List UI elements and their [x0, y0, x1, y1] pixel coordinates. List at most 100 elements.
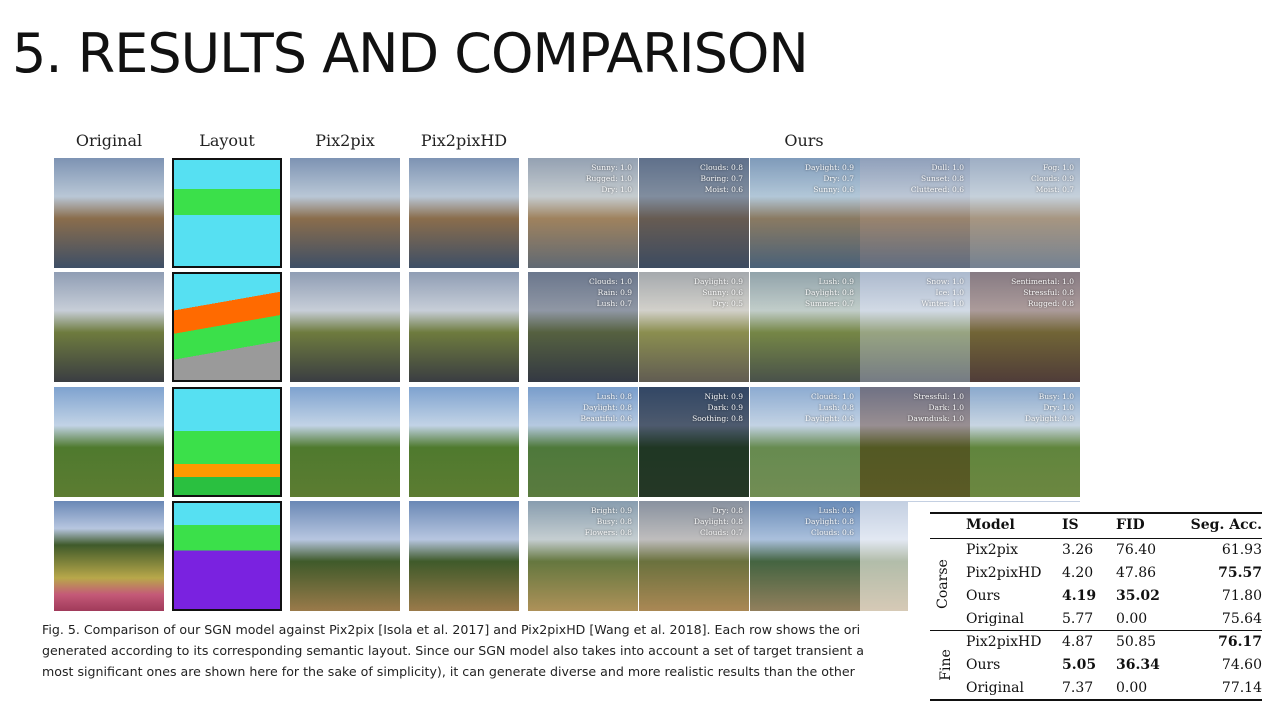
image-tint [750, 387, 860, 497]
attribute-tag: Daylight: 0.9 [693, 277, 743, 286]
attribute-tag: Dark: 1.0 [928, 403, 964, 412]
attribute-tag: Daylight: 0.8 [693, 517, 743, 526]
cell-fid: 0.00 [1116, 679, 1148, 696]
ours-image: Lush: 0.9 Daylight: 0.8 Summer: 0.7 [750, 272, 860, 382]
original-image [54, 387, 164, 497]
attribute-tag: Daylight: 0.8 [804, 517, 854, 526]
pix2pix-image [290, 158, 400, 268]
semantic-layout-image [172, 501, 282, 611]
image-tint [528, 387, 638, 497]
header-is: IS [1062, 517, 1079, 533]
table-top-rule [930, 512, 1262, 514]
attribute-tag: Winter: 1.0 [921, 299, 964, 308]
image-tint [970, 272, 1080, 382]
ours-image: Fog: 1.0 Clouds: 0.9 Moist: 0.7 [970, 158, 1080, 268]
table-bottom-rule [930, 699, 1262, 701]
attribute-tag: Fog: 1.0 [1043, 163, 1074, 172]
group-spacer [930, 653, 966, 676]
attribute-tag: Sunny: 0.6 [702, 288, 743, 297]
original-image [54, 272, 164, 382]
image-tint [860, 387, 970, 497]
attribute-tag: Dry: 1.0 [1043, 403, 1074, 412]
ours-image: Snow: 1.0 Ice: 1.0 Winter: 1.0 [860, 272, 970, 382]
cell-is: 4.87 [1062, 633, 1094, 650]
header-model: Model [966, 517, 1015, 533]
attribute-tag: Clouds: 1.0 [811, 392, 854, 401]
image-tint [750, 501, 860, 611]
table-row: Ours 4.19 35.02 71.80 [930, 584, 1262, 607]
attribute-tag: Busy: 1.0 [1038, 392, 1074, 401]
caption-line: most significant ones are shown here for… [42, 664, 855, 679]
image-tint [970, 158, 1080, 268]
attribute-tag: Moist: 0.6 [704, 185, 743, 194]
semantic-layout-image [172, 272, 282, 382]
ours-image: Dull: 1.0 Sunset: 0.8 Cluttered: 0.6 [860, 158, 970, 268]
semantic-layout-image [172, 158, 282, 268]
cell-seg: 76.17 [1218, 633, 1262, 650]
attribute-tag: Daylight: 0.8 [582, 403, 632, 412]
attribute-tag: Night: 0.9 [704, 392, 743, 401]
cell-seg: 75.57 [1218, 564, 1262, 581]
cell-is: 5.05 [1062, 656, 1097, 673]
cell-fid: 47.86 [1116, 564, 1157, 581]
cell-is: 5.77 [1062, 610, 1094, 627]
cell-is: 7.37 [1062, 679, 1094, 696]
attribute-tag: Soothing: 0.8 [692, 414, 743, 423]
cell-fid: 76.40 [1116, 541, 1157, 558]
col-header-pix2pix: Pix2pix [315, 131, 375, 150]
cell-model: Ours [966, 587, 1001, 604]
attribute-tag: Dry: 0.5 [712, 299, 743, 308]
group-spacer [930, 630, 966, 653]
attribute-tag: Lush: 0.7 [596, 299, 632, 308]
group-spacer [930, 676, 966, 699]
cell-is: 3.26 [1062, 541, 1094, 558]
image-tint [639, 158, 749, 268]
ours-image: Daylight: 0.9 Dry: 0.7 Sunny: 0.6 [750, 158, 860, 268]
attribute-tag: Daylight: 0.6 [804, 414, 854, 423]
ours-image: Clouds: 1.0 Lush: 0.8 Daylight: 0.6 [750, 387, 860, 497]
attribute-tag: Lush: 0.9 [818, 506, 854, 515]
table-group-rule [930, 630, 1262, 631]
image-tint [528, 501, 638, 611]
ours-image: Daylight: 0.9 Sunny: 0.6 Dry: 0.5 [639, 272, 749, 382]
image-tint [528, 158, 638, 268]
attribute-tag: Snow: 1.0 [926, 277, 964, 286]
pix2pix-image [290, 501, 400, 611]
ours-image: Night: 0.9 Dark: 0.9 Soothing: 0.8 [639, 387, 749, 497]
header-seg-acc: Seg. Acc. [1190, 517, 1262, 533]
attribute-tag: Summer: 0.7 [804, 299, 854, 308]
attribute-tag: Rugged: 0.8 [1027, 299, 1074, 308]
cell-seg: 71.80 [1221, 587, 1262, 604]
attribute-tag: Sunny: 1.0 [591, 163, 632, 172]
ours-image: Sunny: 1.0 Rugged: 1.0 Dry: 1.0 [528, 158, 638, 268]
cell-fid: 35.02 [1116, 587, 1160, 604]
table-row: Original 5.77 0.00 75.64 [930, 607, 1262, 630]
attribute-tag: Sunset: 0.8 [921, 174, 964, 183]
ours-image: Bright: 0.9 Busy: 0.8 Flowers: 0.8 [528, 501, 638, 611]
semantic-layout-image [172, 387, 282, 497]
attribute-tag: Stressful: 0.8 [1023, 288, 1074, 297]
ours-image: Clouds: 1.0 Rain: 0.9 Lush: 0.7 [528, 272, 638, 382]
ours-image: Clouds: 0.8 Boring: 0.7 Moist: 0.6 [639, 158, 749, 268]
attribute-tag: Clouds: 1.0 [589, 277, 632, 286]
cell-fid: 50.85 [1116, 633, 1157, 650]
attribute-tag: Daylight: 0.9 [1024, 414, 1074, 423]
pix2pix-image [290, 272, 400, 382]
attribute-tag: Busy: 0.8 [596, 517, 632, 526]
group-spacer [930, 538, 966, 561]
cell-seg: 74.60 [1221, 656, 1262, 673]
col-header-original: Original [75, 131, 143, 150]
table-row: Ours 5.05 36.34 74.60 [930, 653, 1262, 676]
image-tint [639, 272, 749, 382]
image-tint [750, 272, 860, 382]
attribute-tag: Clouds: 0.8 [700, 163, 743, 172]
ours-image: Lush: 0.8 Daylight: 0.8 Beautiful: 0.6 [528, 387, 638, 497]
col-header-ours: Ours [784, 131, 824, 150]
header-fid: FID [1116, 517, 1145, 533]
original-image [54, 158, 164, 268]
attribute-tag: Dull: 1.0 [931, 163, 964, 172]
attribute-tag: Cluttered: 0.6 [910, 185, 964, 194]
caption-line: Fig. 5. Comparison of our SGN model agai… [42, 622, 861, 637]
results-table-panel: Coarse Fine Model IS FID Seg. Acc. Pix2p… [908, 502, 1280, 720]
attribute-tag: Clouds: 0.9 [1031, 174, 1074, 183]
